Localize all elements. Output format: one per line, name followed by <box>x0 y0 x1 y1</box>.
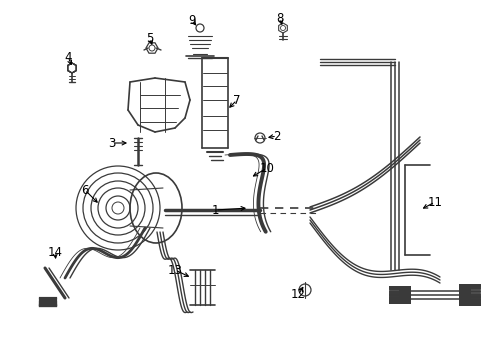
Text: 4: 4 <box>64 50 72 63</box>
Text: 2: 2 <box>273 130 280 143</box>
Text: 3: 3 <box>108 136 116 149</box>
Text: 14: 14 <box>47 246 62 258</box>
Text: 11: 11 <box>427 195 442 208</box>
Text: 10: 10 <box>259 162 274 175</box>
Text: 9: 9 <box>188 14 195 27</box>
Text: 1: 1 <box>211 203 218 216</box>
Text: 6: 6 <box>81 184 88 197</box>
Text: 7: 7 <box>233 94 240 107</box>
Text: 13: 13 <box>167 264 182 276</box>
Text: 8: 8 <box>276 12 283 24</box>
Text: 12: 12 <box>290 288 305 302</box>
Text: 5: 5 <box>146 32 153 45</box>
